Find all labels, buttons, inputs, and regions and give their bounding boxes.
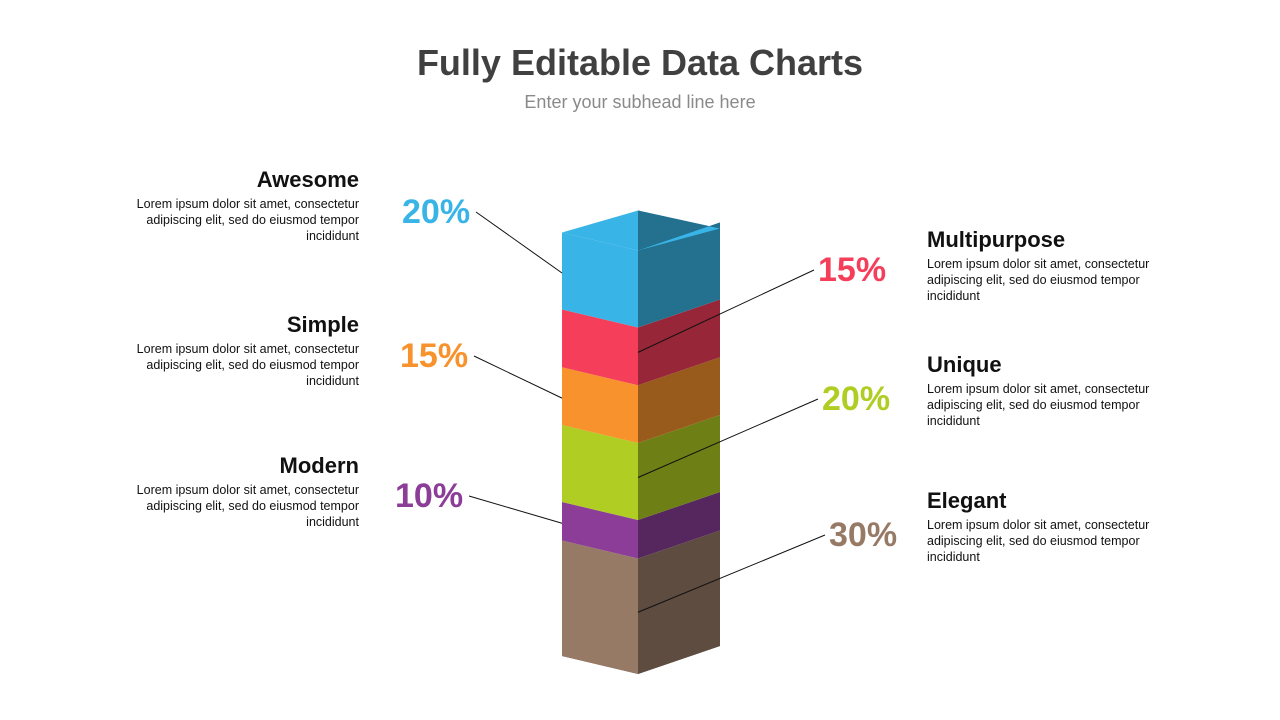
label-modern: Modern Lorem ipsum dolor sit amet, consec… bbox=[119, 453, 359, 530]
segment-simple-side bbox=[638, 357, 720, 443]
segment-awesome-side bbox=[638, 222, 720, 328]
label-unique-description: Lorem ipsum dolor sit amet, consectetur … bbox=[927, 382, 1150, 429]
leader-line-multipurpose bbox=[637, 269, 815, 353]
percent-unique: 20% bbox=[822, 380, 891, 418]
label-simple-description: Lorem ipsum dolor sit amet, consectetur … bbox=[136, 342, 359, 389]
segment-multipurpose-front bbox=[562, 309, 638, 386]
leader-line-simple bbox=[473, 355, 563, 399]
label-multipurpose-description: Lorem ipsum dolor sit amet, consectetur … bbox=[927, 257, 1150, 304]
label-unique-title: Unique bbox=[927, 352, 1002, 377]
label-simple-title: Simple bbox=[286, 312, 359, 337]
leader-line-modern bbox=[468, 495, 563, 524]
segment-unique-front bbox=[562, 425, 638, 520]
percent-simple: 15% bbox=[400, 337, 469, 375]
label-awesome-description: Lorem ipsum dolor sit amet, consectetur … bbox=[136, 197, 359, 244]
segment-unique-side bbox=[638, 415, 720, 520]
label-multipurpose: Multipurpose Lorem ipsum dolor sit amet, … bbox=[927, 227, 1167, 304]
label-awesome: Awesome Lorem ipsum dolor sit amet, conse… bbox=[119, 167, 359, 244]
segment-modern-front bbox=[562, 502, 638, 559]
label-modern-description: Lorem ipsum dolor sit amet, consectetur … bbox=[136, 483, 359, 530]
label-elegant-title: Elegant bbox=[927, 488, 1007, 513]
label-elegant-description: Lorem ipsum dolor sit amet, consectetur … bbox=[927, 518, 1150, 565]
leader-line-awesome bbox=[475, 211, 563, 274]
segment-elegant-front bbox=[562, 540, 638, 674]
segment-multipurpose-side bbox=[638, 299, 720, 386]
percent-multipurpose: 15% bbox=[818, 251, 887, 289]
label-simple: Simple Lorem ipsum dolor sit amet, consec… bbox=[119, 312, 359, 389]
label-awesome-title: Awesome bbox=[256, 167, 359, 192]
label-modern-title: Modern bbox=[279, 453, 359, 478]
label-multipurpose-title: Multipurpose bbox=[927, 227, 1066, 252]
segment-modern-side bbox=[638, 492, 720, 559]
label-elegant: Elegant Lorem ipsum dolor sit amet, conse… bbox=[927, 488, 1167, 565]
page-title: Fully Editable Data Charts bbox=[416, 42, 864, 83]
segment-simple-front bbox=[562, 367, 638, 443]
page-subtitle: Enter your subhead line here bbox=[524, 92, 756, 112]
label-unique: Unique Lorem ipsum dolor sit amet, consec… bbox=[927, 352, 1167, 429]
percent-modern: 10% bbox=[395, 477, 464, 515]
percent-awesome: 20% bbox=[402, 193, 471, 231]
leader-line-elegant bbox=[637, 534, 826, 613]
segment-elegant-side bbox=[638, 530, 720, 674]
leader-line-unique bbox=[637, 398, 819, 478]
column-top-side bbox=[638, 210, 720, 251]
segment-awesome-front bbox=[562, 232, 638, 328]
percent-elegant: 30% bbox=[829, 516, 898, 554]
